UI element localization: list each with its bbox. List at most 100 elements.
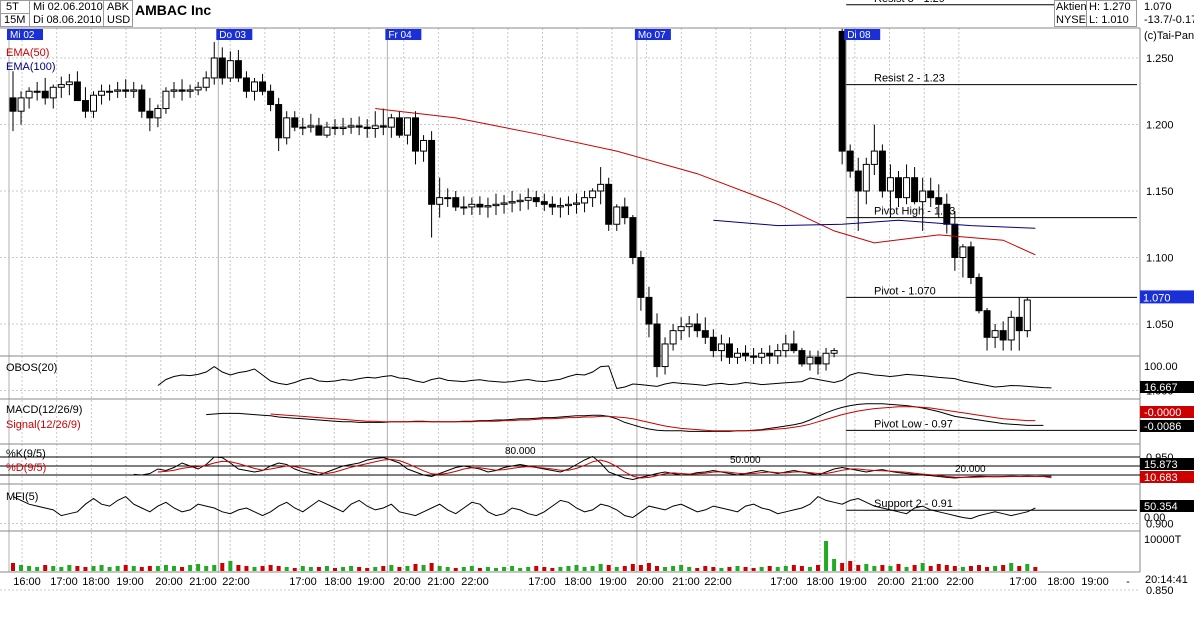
- volume-bar: [767, 566, 772, 571]
- candle-body: [717, 343, 725, 352]
- volume-bar: [357, 567, 362, 571]
- volume-axis-label: 10000T: [1144, 534, 1182, 546]
- time-tick-label: 16:00: [13, 576, 41, 588]
- time-tick-label: 20:00: [877, 576, 905, 588]
- volume-bar: [928, 566, 933, 571]
- axis-labels: Mi 02 Do 03 Fr 04 Mo 07 Di 08 1.250 1.200 1.150…: [7, 29, 1194, 597]
- volume-bar: [341, 567, 346, 571]
- high-value: H: 1.270: [1089, 1, 1131, 13]
- volume-bar: [936, 564, 941, 571]
- candle-body: [500, 202, 508, 205]
- volume-bar: [381, 566, 386, 571]
- ema100-line: [713, 219, 1036, 229]
- time-tick-label: 22:00: [946, 576, 974, 588]
- volume-bar: [1033, 567, 1038, 571]
- time-tick-label: -: [1126, 576, 1130, 588]
- volume-bar: [856, 565, 861, 571]
- volume-bar: [19, 565, 24, 571]
- time-tick-label: 18:00: [324, 576, 352, 588]
- candle-body: [975, 276, 983, 312]
- volume-bar: [477, 568, 482, 571]
- time-tick-label: 20:00: [155, 576, 183, 588]
- candle-body: [830, 350, 838, 354]
- candle-body: [878, 150, 886, 192]
- period-15m[interactable]: 15M: [4, 14, 26, 26]
- ema-series: [375, 108, 1036, 256]
- copyright: (c)Tai-Pan: [1144, 30, 1194, 42]
- exchange: NYSE: [1056, 14, 1086, 26]
- candle-body: [452, 197, 460, 208]
- candle-body: [251, 81, 258, 92]
- mfi-axis-label: 0.00: [1144, 512, 1165, 524]
- date-from: Mi 02.06.2010: [33, 1, 103, 13]
- candle-body: [1015, 316, 1023, 332]
- volume-bar: [896, 564, 901, 571]
- volume-bar: [123, 565, 128, 571]
- volume-bar: [671, 566, 676, 571]
- volume-bar: [147, 566, 152, 571]
- candle-body: [17, 97, 25, 112]
- candle-body: [339, 126, 347, 129]
- candle-body: [106, 90, 114, 93]
- volume-bar: [75, 566, 80, 571]
- volume-bar: [864, 564, 869, 571]
- candle-body: [444, 197, 452, 200]
- time-tick-label: 21:00: [672, 576, 700, 588]
- time-tick-label: 20:00: [636, 576, 664, 588]
- signal-last-value-bg: [1140, 420, 1194, 432]
- day-label-bg: [634, 29, 671, 40]
- pivot-label: Support 2 - 0.91: [874, 498, 953, 510]
- volume-bar: [212, 565, 217, 571]
- candle-body: [677, 326, 685, 332]
- candle-body: [903, 177, 911, 199]
- volume-bar: [461, 567, 466, 571]
- candle-body: [589, 190, 597, 199]
- volume-bar: [550, 568, 555, 571]
- candle-body: [460, 206, 468, 209]
- candle-body: [73, 81, 81, 102]
- volume-bar: [11, 563, 15, 571]
- day-label: Mo 07: [638, 30, 666, 41]
- candle-body: [146, 110, 154, 119]
- ema100-label: EMA(100): [6, 61, 56, 73]
- volume-bar: [695, 568, 700, 571]
- period-5t[interactable]: 5T: [6, 1, 19, 13]
- volume-bar: [485, 567, 490, 571]
- candle-body: [935, 197, 943, 205]
- volume-bar: [397, 567, 402, 571]
- candle-body: [790, 343, 798, 352]
- candle-body: [226, 60, 234, 79]
- volume-bar: [300, 566, 305, 571]
- candle-body: [895, 177, 902, 199]
- candle-body: [524, 197, 532, 201]
- volume-bar: [333, 568, 337, 571]
- volume-bar: [139, 567, 144, 571]
- time-tick-label: 18:00: [564, 576, 592, 588]
- candle-body: [25, 90, 33, 99]
- candle-body: [81, 100, 89, 112]
- candle-body: [283, 117, 291, 139]
- volume-bar: [663, 567, 668, 571]
- volume-bar: [534, 566, 539, 571]
- volume-bar: [614, 567, 619, 571]
- time-tick-label: 19:00: [357, 576, 385, 588]
- time-tick-label: 21:00: [911, 576, 939, 588]
- ema50-line: [375, 108, 1036, 256]
- day-label-bg: [385, 29, 422, 40]
- candle-body: [267, 90, 275, 106]
- mfi-last-value-bg: [1140, 500, 1194, 512]
- candle-body: [862, 163, 870, 192]
- candle-body: [774, 350, 782, 357]
- candle-body: [65, 81, 73, 86]
- volume-bar: [365, 568, 370, 571]
- volume-bar: [920, 563, 925, 571]
- candle-body: [242, 77, 250, 92]
- volume-bar: [469, 566, 474, 571]
- indicator-series: [0, 365, 1140, 520]
- volume-bar: [437, 566, 442, 571]
- volume-bar: [719, 568, 724, 571]
- volume-bar: [115, 566, 120, 571]
- volume-bar: [606, 565, 611, 571]
- volume-bar: [188, 565, 193, 571]
- last-price-tag: [1140, 290, 1194, 304]
